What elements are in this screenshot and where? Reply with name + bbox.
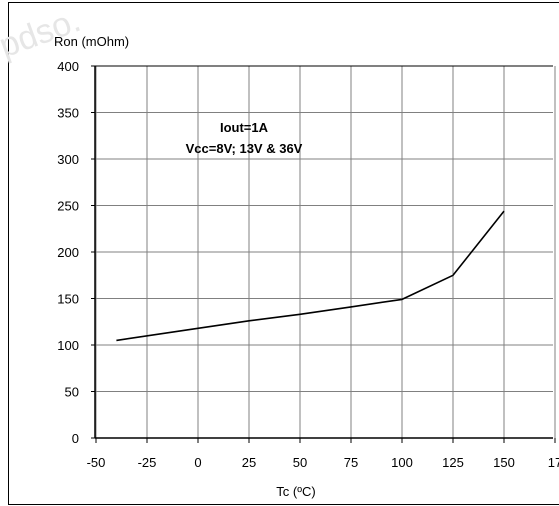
y-tick-label: 300 [57,152,79,167]
series [116,210,505,342]
y-axis-ticks: 0 50 100 150 200 250 300 350 400 [57,59,95,446]
x-axis-ticks: -50 -25 0 25 50 75 100 125 150 17 [87,438,559,470]
y-tick-label: 250 [57,199,79,214]
x-tick-label: -50 [87,455,106,470]
y-tick-label: 100 [57,338,79,353]
x-tick-label: 75 [344,455,358,470]
annotation-voltage: Vcc=8V; 13V & 36V [186,141,303,156]
y-tick-label: 50 [65,385,79,400]
x-tick-label: 17 [548,455,559,470]
y-tick-label: 200 [57,245,79,260]
y-tick-label: 0 [72,431,79,446]
x-tick-label: 0 [194,455,201,470]
y-tick-label: 400 [57,59,79,74]
x-tick-label: 125 [442,455,464,470]
annotation-current: Iout=1A [220,120,269,135]
x-tick-label: -25 [138,455,157,470]
series-line [116,210,505,342]
grid [95,65,556,438]
x-tick-label: 25 [242,455,256,470]
x-tick-label: 50 [293,455,307,470]
x-tick-label: 100 [391,455,413,470]
x-tick-label: 150 [493,455,515,470]
y-tick-label: 150 [57,292,79,307]
y-axis-title: Ron (mOhm) [54,34,129,49]
x-axis-title: Tc (ºC) [276,484,315,499]
chart-frame [8,2,559,505]
y-tick-label: 350 [57,106,79,121]
